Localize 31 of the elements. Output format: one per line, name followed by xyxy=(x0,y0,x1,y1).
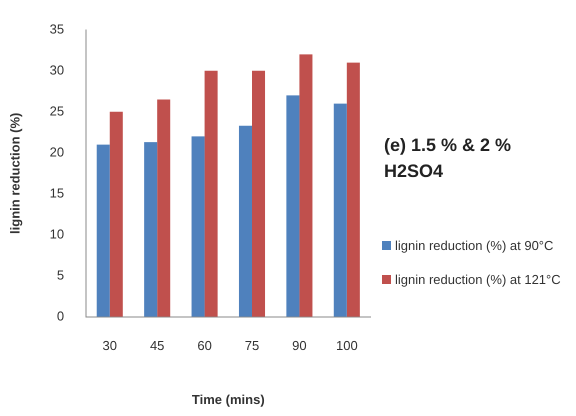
y-axis-title: lignin reduction (%) xyxy=(7,112,22,234)
y-tick-label: 5 xyxy=(56,267,64,282)
bar xyxy=(346,62,360,317)
text: (e) 1.5 % & 2 % H2SO4 xyxy=(384,134,512,183)
y-tick-label: 0 xyxy=(56,308,64,324)
x-tick-label: 100 xyxy=(336,338,358,354)
bar xyxy=(299,54,312,317)
x-tick-label: 90 xyxy=(292,338,307,354)
x-tick-label: 75 xyxy=(244,338,260,354)
legend-label: lignin reduction (%) at 121°C xyxy=(395,271,561,289)
y-tick-label: 25 xyxy=(50,103,64,118)
bar xyxy=(192,136,205,317)
x-axis-title: Time (mins) xyxy=(192,392,265,407)
x-tick-label: 45 xyxy=(150,338,164,354)
x-tick-label: 30 xyxy=(102,338,117,354)
y-tick-label: 15 xyxy=(50,185,64,200)
bar xyxy=(157,100,170,317)
bar xyxy=(238,126,252,317)
bar xyxy=(96,144,110,317)
y-tick-label: 20 xyxy=(50,144,64,160)
bar xyxy=(144,142,158,317)
bar xyxy=(286,95,300,317)
bar xyxy=(204,70,218,317)
bar xyxy=(252,70,266,317)
y-tick-label: 30 xyxy=(50,62,64,78)
bar xyxy=(110,112,123,317)
y-tick-label: 10 xyxy=(50,226,64,242)
y-tick-label: 35 xyxy=(50,21,64,36)
bar xyxy=(334,104,347,317)
legend-label: lignin reduction (%) at 90°C xyxy=(395,237,554,255)
x-tick-label: 60 xyxy=(197,338,212,354)
